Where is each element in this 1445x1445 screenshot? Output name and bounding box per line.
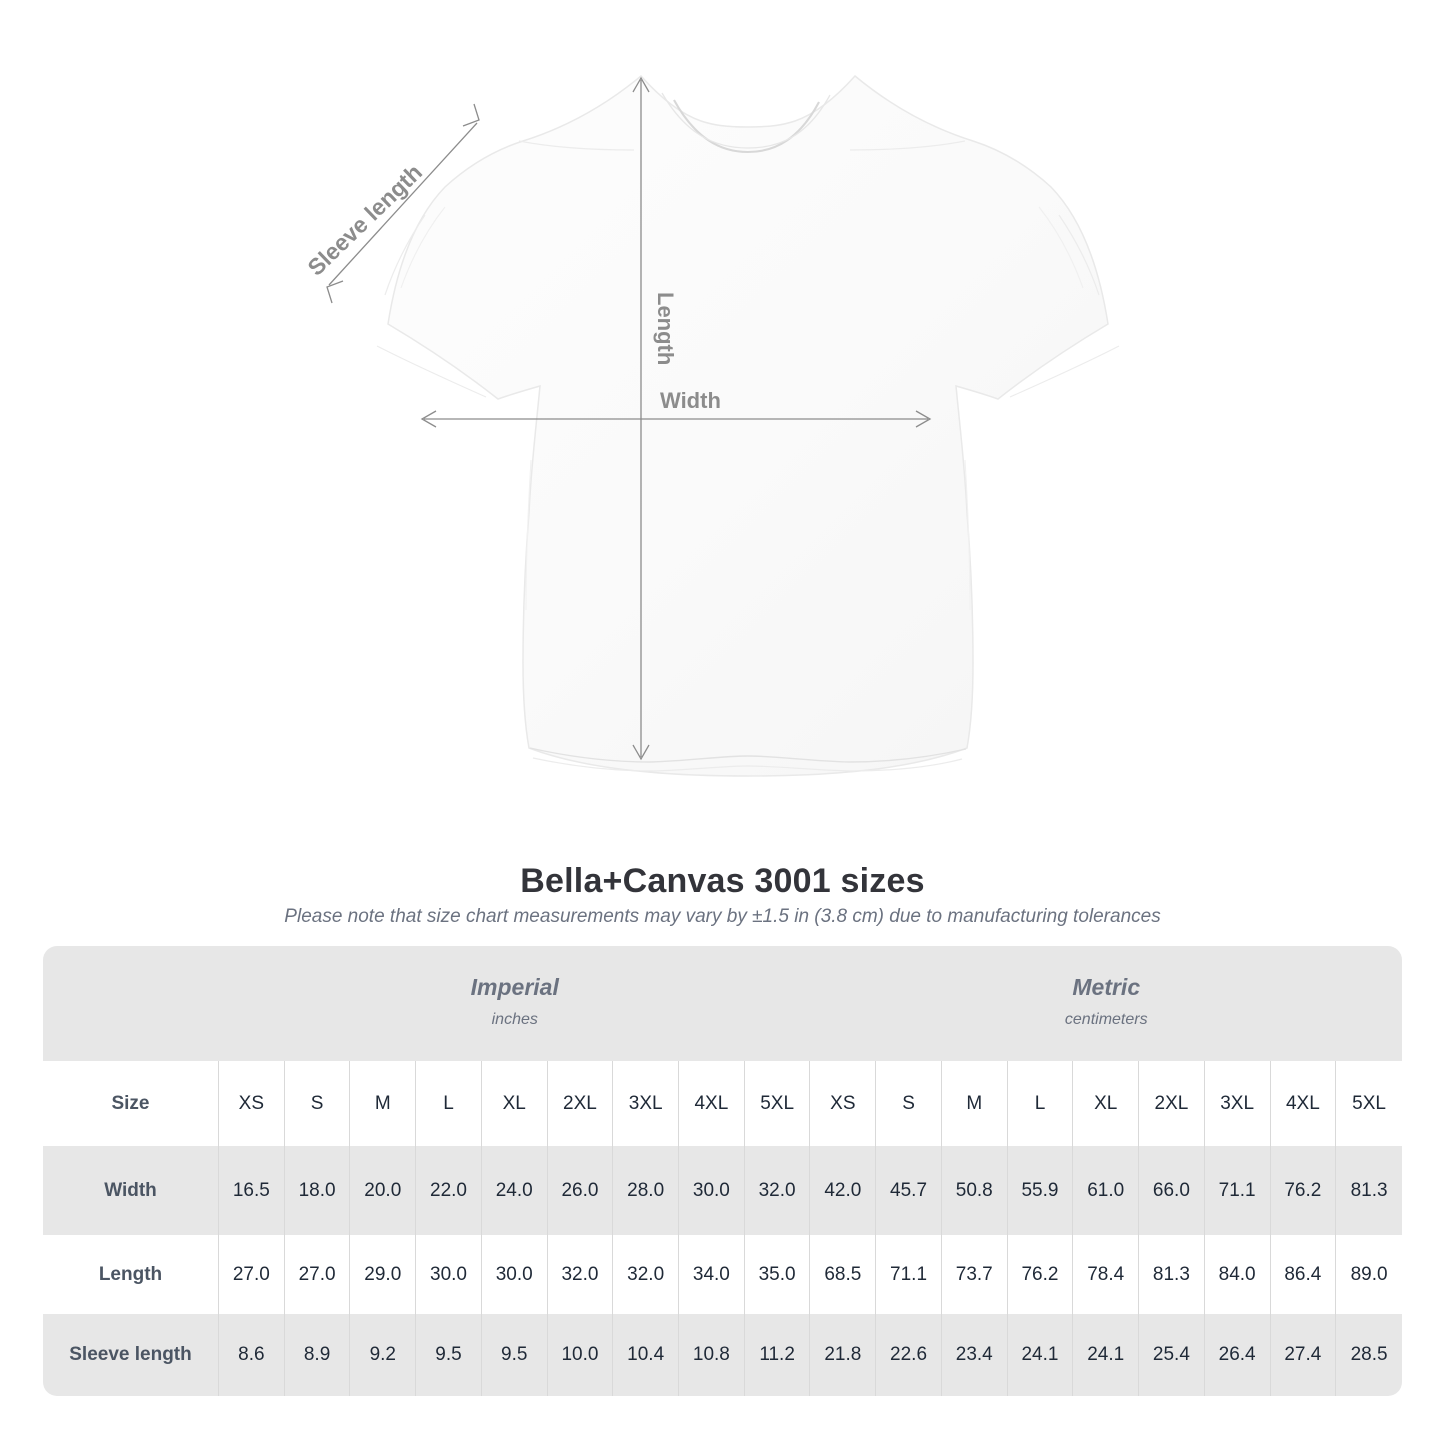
svg-text:Width: Width [660, 388, 721, 413]
svg-text:Length: Length [653, 292, 678, 365]
